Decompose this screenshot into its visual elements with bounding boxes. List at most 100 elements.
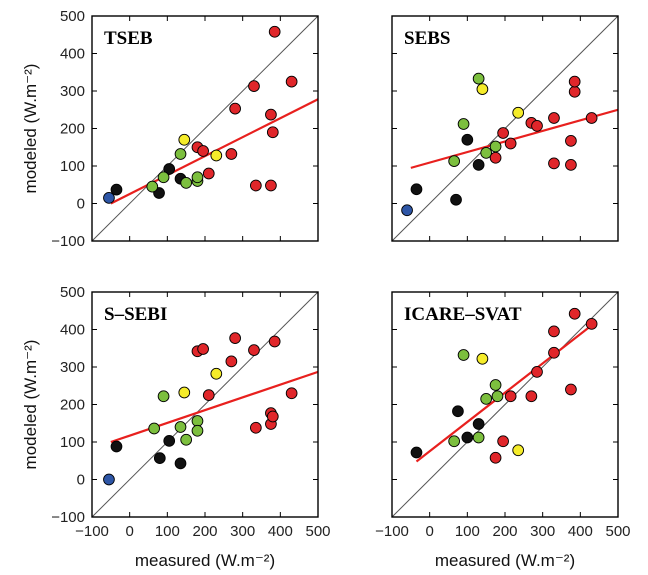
data-point [489, 151, 502, 164]
data-point [157, 171, 170, 184]
x-tick-label: 300 [230, 523, 255, 540]
panel-title: SEBS [404, 28, 450, 49]
data-point [489, 379, 502, 391]
data-point [103, 192, 115, 204]
data-point [191, 171, 204, 184]
x-tick-label: 0 [425, 523, 433, 540]
data-point [491, 390, 504, 403]
data-point [461, 431, 474, 444]
data-point [450, 193, 462, 206]
regression-line [415, 323, 595, 463]
data-point [531, 366, 543, 378]
data-point [565, 159, 577, 171]
data-point [457, 118, 470, 130]
data-point [197, 145, 209, 157]
data-point [585, 112, 598, 124]
data-point [585, 318, 598, 330]
x-tick-label: −100 [375, 523, 409, 540]
data-point [568, 75, 581, 88]
x-tick-label: −100 [75, 523, 109, 540]
x-tick-label: 400 [568, 523, 593, 540]
data-point [504, 390, 517, 403]
y-tick-label: −100 [51, 233, 85, 250]
data-point [225, 355, 238, 368]
data-point [202, 167, 215, 180]
y-tick-label: 400 [60, 46, 85, 63]
data-point [410, 183, 423, 196]
data-point [489, 451, 502, 464]
data-point [248, 344, 260, 356]
data-point [504, 137, 517, 150]
data-point [210, 149, 223, 162]
y-tick-label: 100 [60, 434, 85, 451]
data-point [202, 389, 215, 401]
data-point [157, 390, 170, 403]
data-point [497, 127, 509, 139]
y-tick-label: 0 [77, 196, 85, 213]
data-point [180, 177, 193, 189]
one-to-one-line [92, 16, 318, 241]
data-point [148, 422, 161, 435]
data-point [448, 155, 461, 167]
y-tick-label: 400 [60, 322, 85, 339]
data-point [163, 163, 176, 175]
x-tick-label: 0 [125, 523, 133, 540]
data-point [163, 435, 176, 447]
data-point [401, 204, 413, 217]
panel-3: −100 0 100 200 300 400 500 −100 0 100 200 300 400 500… [51, 284, 330, 540]
data-point [565, 383, 577, 396]
data-point [197, 343, 209, 355]
data-point [285, 387, 298, 400]
panel-4: −100 0 100 200 300 400 500 ICARE–SVAT [375, 291, 631, 540]
data-point [153, 452, 166, 464]
data-point [476, 83, 489, 95]
regression-line [410, 108, 618, 169]
x-tick-label: 100 [155, 523, 180, 540]
x-tick-label: 200 [492, 523, 517, 540]
data-point [110, 183, 123, 196]
x-axis-label: measured (W.m⁻²) [135, 551, 275, 570]
x-tick-label: 500 [605, 523, 630, 540]
x-axis-label: measured (W.m⁻²) [435, 551, 575, 570]
data-point [210, 367, 223, 380]
panel-1: −100 0 100 200 300 400 500 TSEB [51, 8, 319, 250]
data-point [480, 393, 493, 405]
panel-title: S–SEBI [104, 304, 167, 325]
data-point [174, 148, 187, 160]
data-point [229, 332, 241, 344]
data-point [472, 431, 485, 444]
data-point [191, 424, 204, 437]
data-point [146, 180, 159, 193]
panel-title: ICARE–SVAT [404, 304, 522, 325]
data-point [180, 433, 193, 446]
y-axis-label: modeled (W.m⁻²) [21, 64, 40, 194]
panel-title: TSEB [104, 28, 153, 49]
data-point [266, 410, 279, 423]
data-point [461, 133, 474, 146]
data-point [110, 440, 123, 453]
y-tick-label: 0 [77, 472, 85, 489]
y-tick-label: −100 [51, 509, 85, 526]
data-point [512, 106, 525, 119]
data-point [472, 418, 485, 430]
x-tick-label: 400 [268, 523, 293, 540]
x-tick-label: 300 [530, 523, 555, 540]
data-point [512, 444, 525, 457]
x-tick-label: 100 [455, 523, 480, 540]
one-to-one-line [92, 292, 318, 517]
data-point [548, 157, 560, 170]
y-tick-label: 100 [60, 158, 85, 175]
data-point [548, 346, 560, 359]
data-point [265, 108, 277, 121]
panel-2: SEBS [391, 15, 619, 242]
regression-line [110, 370, 318, 444]
data-point [472, 72, 485, 85]
y-tick-label: 300 [60, 359, 85, 376]
y-tick-label: 200 [60, 397, 85, 414]
data-point [448, 435, 461, 448]
data-point [457, 349, 470, 361]
data-point [410, 446, 423, 459]
data-point [248, 80, 260, 92]
data-point [178, 133, 191, 146]
